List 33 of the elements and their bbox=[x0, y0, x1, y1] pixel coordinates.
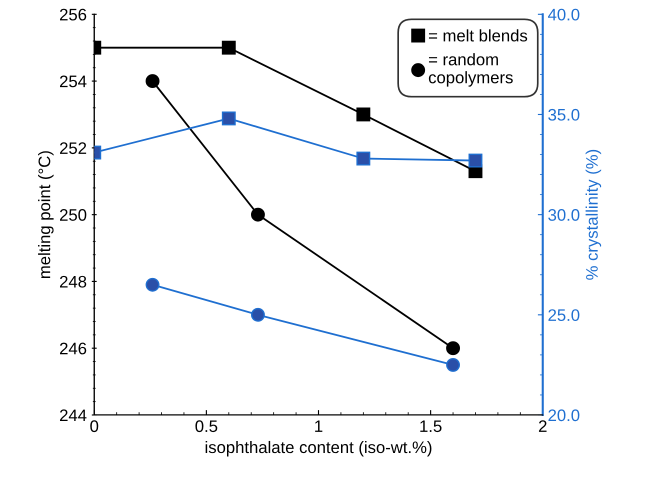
x-axis-title: isophthalate content (iso-wt.%) bbox=[206, 440, 432, 456]
y2-tick-label: 35.0 bbox=[548, 108, 580, 121]
y-tick-label: 244 bbox=[60, 409, 86, 422]
y2-tick-label: 40.0 bbox=[548, 8, 580, 21]
y2-tick-label: 25.0 bbox=[548, 309, 580, 322]
point bbox=[468, 154, 482, 168]
point bbox=[251, 208, 265, 222]
y-axis-title: melting point (°C) bbox=[38, 151, 54, 278]
y2-axis-title: % crystallinity (%) bbox=[586, 150, 602, 280]
y-tick-label: 252 bbox=[60, 142, 86, 154]
y-tick-label: 246 bbox=[60, 342, 86, 354]
y-tick-label: 254 bbox=[60, 75, 86, 88]
legend-label: = random copolymers bbox=[428, 53, 513, 87]
y-tick-label: 248 bbox=[60, 276, 86, 288]
point bbox=[251, 308, 265, 322]
y-tick-label: 256 bbox=[60, 8, 86, 21]
y2-tick-label: 20.0 bbox=[548, 409, 580, 422]
x-tick-label: 0.5 bbox=[195, 420, 218, 432]
point bbox=[356, 108, 370, 122]
y-tick-label: 250 bbox=[60, 209, 86, 221]
x-tick-label: 0 bbox=[90, 420, 98, 432]
point bbox=[222, 40, 236, 55]
x-tick-label: 1.5 bbox=[420, 420, 442, 432]
point bbox=[146, 278, 160, 292]
point bbox=[446, 341, 460, 356]
legend-label: = melt blends bbox=[428, 29, 528, 42]
point bbox=[446, 358, 460, 372]
x-tick-label: 2 bbox=[538, 420, 547, 432]
point bbox=[356, 152, 370, 166]
point bbox=[146, 74, 160, 88]
point bbox=[222, 112, 236, 126]
y2-tick-label: 30.0 bbox=[548, 209, 580, 221]
x-tick-label: 1 bbox=[315, 420, 322, 432]
